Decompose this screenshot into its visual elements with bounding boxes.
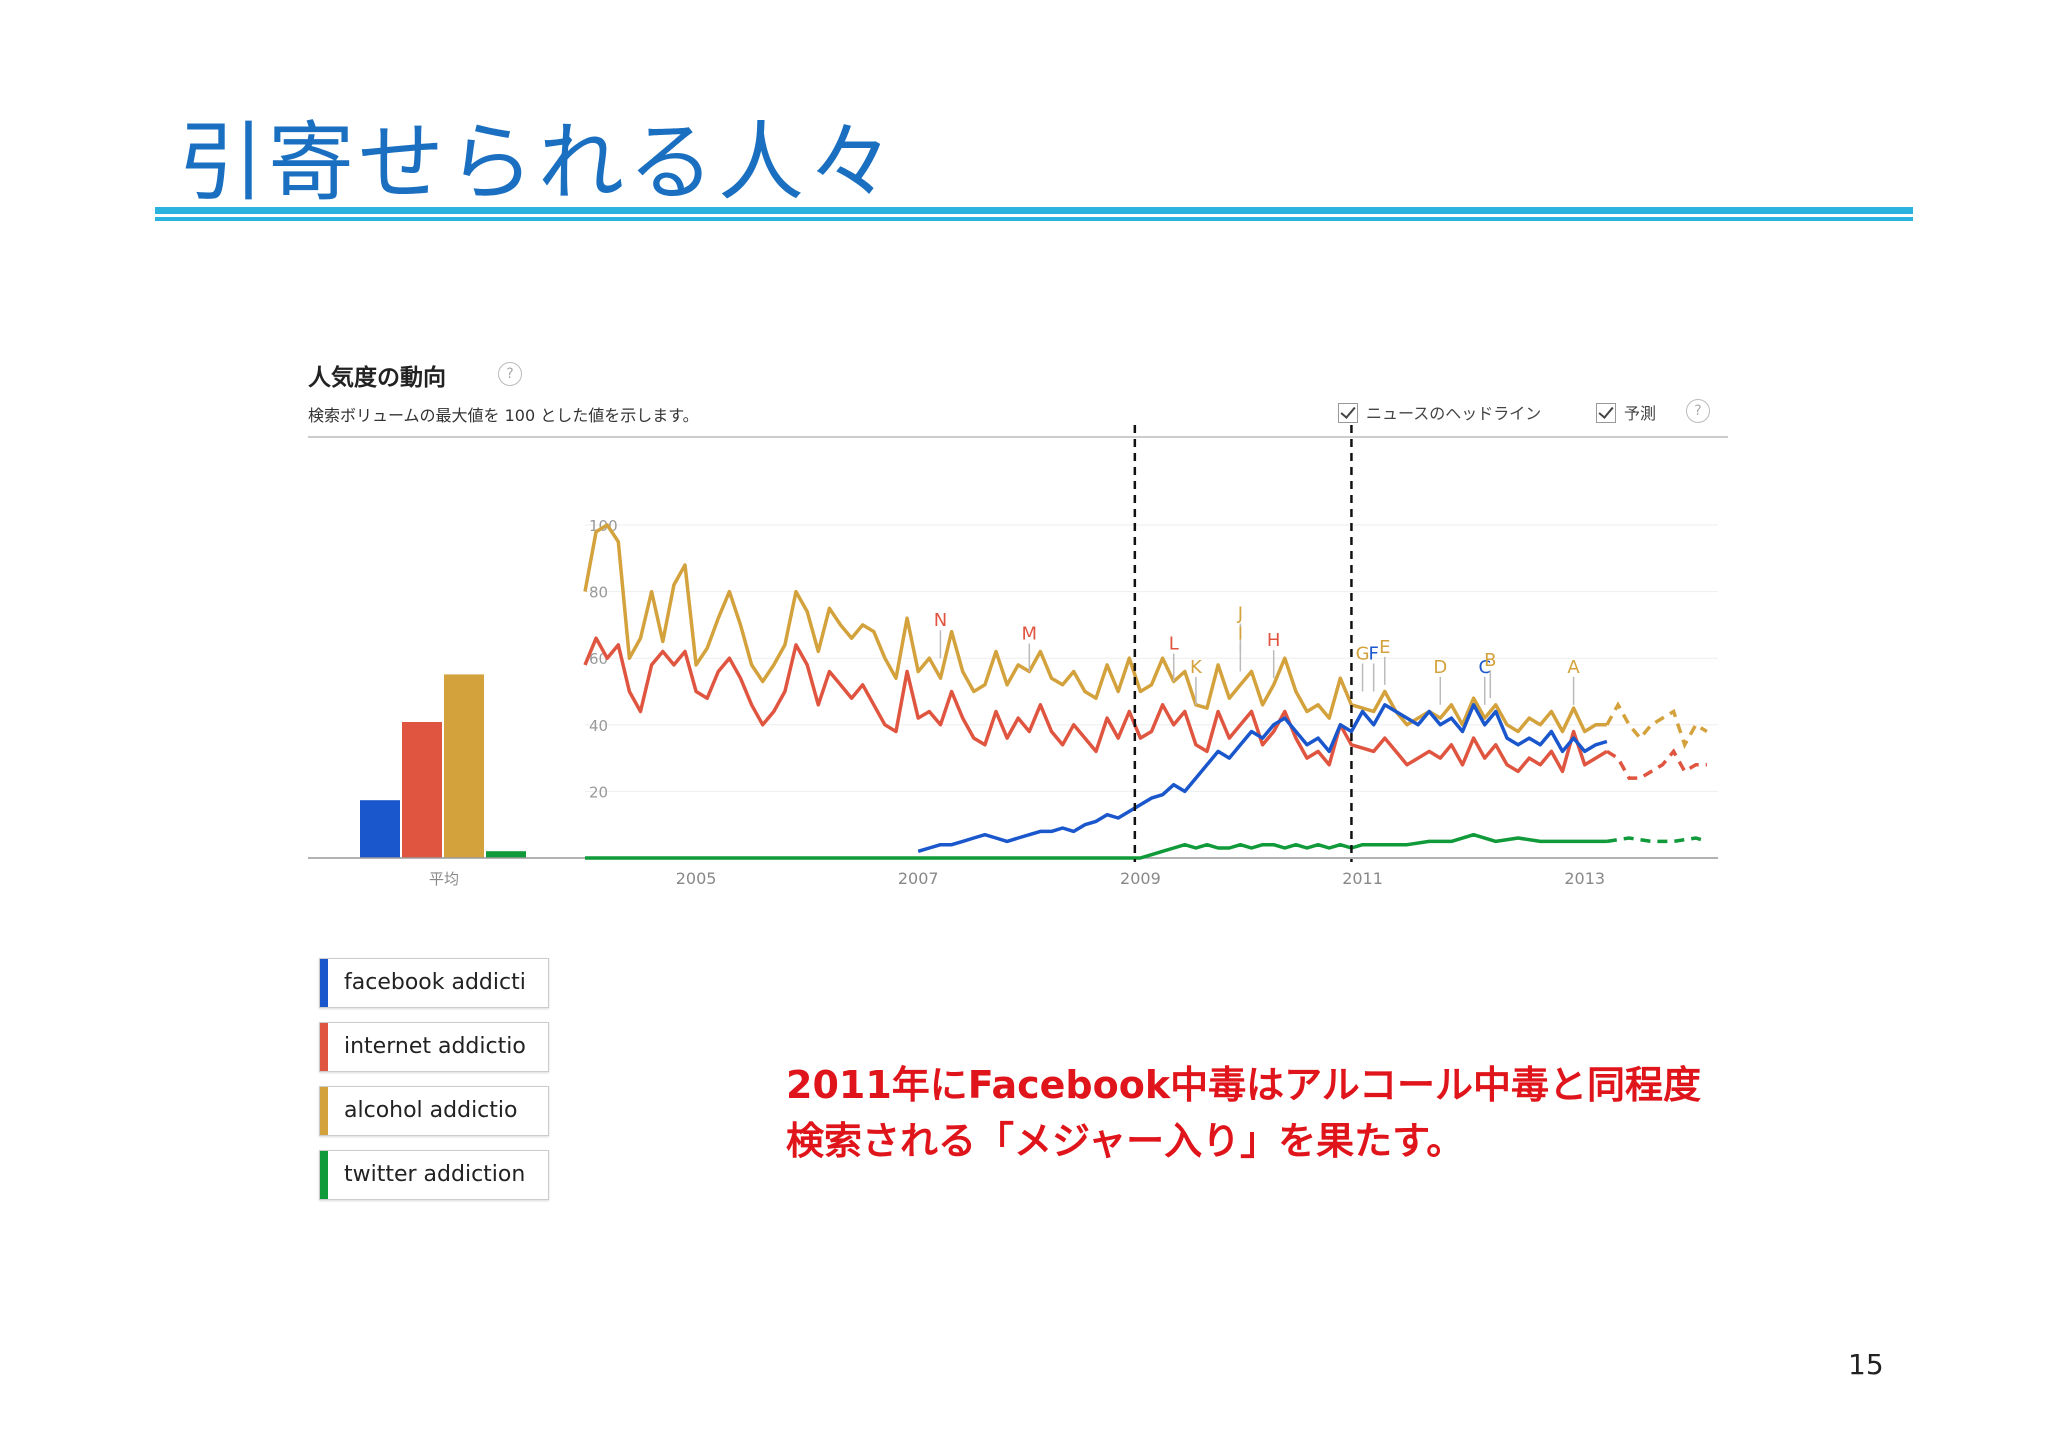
x-tick-label-2005: 2005	[676, 869, 717, 888]
forecast-option[interactable]: 予測	[1596, 400, 1656, 425]
forecast-checkbox-icon[interactable]	[1596, 402, 1616, 423]
y-tick-label-80: 80	[589, 584, 608, 602]
legend-label-twitter: twitter addiction	[344, 1162, 526, 1187]
annotation-label-N: N	[934, 610, 947, 631]
title-rule-bottom	[155, 217, 1913, 221]
help-icon[interactable]: ?	[498, 362, 522, 386]
average-bar-0	[360, 800, 400, 858]
title-rule-top	[155, 207, 1913, 214]
series-forecast-0	[1605, 701, 1708, 750]
series-forecast-1	[1605, 748, 1707, 780]
legend-swatch-twitter	[320, 1151, 328, 1199]
legend-label-alcohol: alcohol addictio	[344, 1098, 518, 1123]
y-tick-label-20: 20	[589, 783, 608, 801]
news-headline-label: ニュースのヘッドライン	[1366, 404, 1542, 423]
annotation-label-F: F	[1368, 644, 1378, 665]
x-tick-label-2009: 2009	[1120, 869, 1161, 888]
series-forecast-3	[1606, 836, 1708, 844]
panel-divider	[308, 436, 1728, 438]
slide-title: 引寄せられる人々	[178, 113, 898, 213]
series-line-1	[583, 636, 1608, 774]
series-line-2	[917, 703, 1608, 853]
forecast-label: 予測	[1624, 404, 1657, 423]
caption-line-2: 検索される「メジャー入り」を果たす。	[786, 1119, 1465, 1163]
annotation-label-A: A	[1567, 657, 1580, 678]
legend-item-alcohol[interactable]: alcohol addictio	[319, 1086, 549, 1136]
x-tick-label-2011: 2011	[1342, 869, 1383, 888]
average-bar-3	[486, 851, 526, 858]
average-bar-2	[444, 674, 484, 858]
news-checkbox-icon[interactable]	[1338, 402, 1358, 423]
panel-subtitle: 検索ボリュームの最大値を 100 とした値を示します。	[308, 406, 699, 425]
average-label: 平均	[429, 870, 459, 888]
annotation-label-B: B	[1484, 650, 1496, 671]
annotation-label-D: D	[1433, 657, 1447, 678]
legend-item-twitter[interactable]: twitter addiction	[319, 1150, 549, 1200]
legend-swatch-facebook	[320, 959, 328, 1007]
y-tick-label-40: 40	[589, 717, 608, 735]
legend-item-facebook[interactable]: facebook addicti	[319, 958, 549, 1008]
legend-item-internet[interactable]: internet addictio	[319, 1022, 549, 1072]
average-bar-1	[402, 722, 442, 858]
page-number: 15	[1848, 1348, 1884, 1381]
legend-label-facebook: facebook addicti	[344, 970, 526, 995]
annotation-label-G: G	[1356, 644, 1370, 665]
series-line-0	[583, 523, 1607, 734]
x-tick-label-2007: 2007	[898, 869, 939, 888]
annotation-label-J: J	[1237, 604, 1243, 625]
legend-swatch-internet	[320, 1023, 328, 1071]
x-tick-label-2013: 2013	[1564, 869, 1605, 888]
annotation-label-I: I	[1238, 624, 1243, 645]
panel-title: 人気度の動向	[308, 365, 446, 391]
caption-line-1: 2011年にFacebook中毒はアルコール中毒と同程度	[786, 1063, 1701, 1107]
legend-label-internet: internet addictio	[344, 1034, 526, 1059]
annotation-label-C: C	[1478, 657, 1491, 678]
series-line-3	[585, 832, 1607, 860]
forecast-help-icon[interactable]: ?	[1686, 399, 1710, 423]
annotation-label-K: K	[1190, 657, 1203, 678]
annotation-label-E: E	[1379, 637, 1390, 658]
annotation-label-L: L	[1169, 634, 1179, 655]
news-headline-option[interactable]: ニュースのヘッドライン	[1338, 400, 1541, 425]
annotation-label-H: H	[1267, 630, 1281, 651]
annotation-label-M: M	[1022, 624, 1038, 645]
legend-swatch-alcohol	[320, 1087, 328, 1135]
